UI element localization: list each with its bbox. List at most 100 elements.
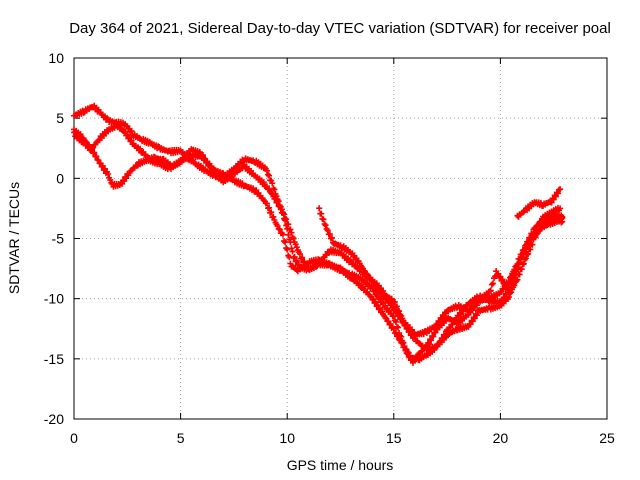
data-series <box>71 102 566 366</box>
data-point <box>303 262 310 269</box>
data-point <box>425 341 432 348</box>
data-point <box>376 305 383 312</box>
data-point <box>263 200 270 207</box>
data-point <box>128 128 135 135</box>
data-point <box>196 148 203 155</box>
data-point <box>260 179 267 186</box>
x-tick-label: 20 <box>493 430 509 446</box>
data-point <box>266 204 273 211</box>
y-axis-label: SDTVAR / TECUs <box>6 182 22 294</box>
data-point <box>393 303 400 310</box>
data-point <box>271 195 278 202</box>
x-tick-label: 0 <box>70 430 78 446</box>
data-point <box>428 337 435 344</box>
data-point <box>98 163 105 170</box>
data-point <box>514 265 521 272</box>
data-point <box>77 135 84 142</box>
data-point <box>518 254 525 261</box>
data-point <box>124 131 131 138</box>
data-point <box>516 271 523 278</box>
data-point <box>473 312 480 319</box>
data-point <box>272 194 279 201</box>
data-point <box>489 280 496 287</box>
x-tick-label: 25 <box>599 430 615 446</box>
data-point <box>270 213 277 220</box>
x-axis-label: GPS time / hours <box>287 457 394 473</box>
data-point <box>90 144 97 151</box>
data-point <box>322 222 329 229</box>
data-point <box>517 255 524 262</box>
data-point <box>402 347 409 354</box>
chart-title: Day 364 of 2021, Sidereal Day-to-day VTE… <box>69 20 611 37</box>
data-point <box>288 229 295 236</box>
data-point <box>396 308 403 315</box>
data-point <box>405 349 412 356</box>
data-point <box>101 165 108 172</box>
data-point <box>516 259 523 266</box>
data-point <box>293 244 300 251</box>
data-point <box>105 171 112 178</box>
data-point <box>271 186 278 193</box>
data-point <box>494 271 501 278</box>
data-point <box>285 221 292 228</box>
data-point <box>401 343 408 350</box>
data-point <box>292 258 299 265</box>
y-tick-label: -10 <box>44 291 64 307</box>
x-axis-ticks: 0 5 10 15 20 25 <box>70 58 615 446</box>
series-track-c <box>71 121 566 354</box>
data-point <box>508 289 515 296</box>
data-point <box>390 306 397 313</box>
data-point <box>468 317 475 324</box>
data-point <box>281 211 288 218</box>
data-point <box>506 290 513 297</box>
data-point <box>399 340 406 347</box>
data-point <box>93 153 100 160</box>
data-point <box>392 329 399 336</box>
data-point <box>228 173 235 180</box>
x-tick-label: 5 <box>177 430 185 446</box>
data-point <box>316 205 323 212</box>
data-point <box>324 227 331 234</box>
data-point <box>286 254 293 261</box>
data-point <box>392 318 399 325</box>
data-point <box>554 190 561 197</box>
x-tick-label: 15 <box>386 430 402 446</box>
data-point <box>374 302 381 309</box>
data-point <box>369 285 376 292</box>
data-point <box>300 259 307 266</box>
data-point <box>390 325 397 332</box>
y-axis-ticks: -20 -15 -10 -5 0 5 10 <box>44 50 607 427</box>
data-point <box>430 333 437 340</box>
data-point <box>288 245 295 252</box>
data-point <box>427 336 434 343</box>
data-point <box>102 130 109 137</box>
series-track-d <box>316 205 566 338</box>
y-tick-label: 10 <box>48 50 64 66</box>
data-point <box>550 196 557 203</box>
data-point <box>395 333 402 340</box>
data-point <box>292 241 299 248</box>
data-point <box>293 257 300 264</box>
data-point <box>559 215 566 222</box>
data-point <box>488 281 495 288</box>
data-point <box>266 172 273 179</box>
data-point <box>473 299 480 306</box>
data-point <box>499 276 506 283</box>
data-point <box>320 216 327 223</box>
data-point <box>312 264 319 271</box>
data-point <box>276 202 283 209</box>
data-point <box>285 231 292 238</box>
data-point <box>471 315 478 322</box>
y-tick-label: 0 <box>56 170 64 186</box>
data-point <box>404 351 411 358</box>
data-point <box>328 234 335 241</box>
y-tick-label: 5 <box>56 110 64 126</box>
data-point <box>509 275 516 282</box>
data-point <box>326 231 333 238</box>
data-point <box>318 210 325 217</box>
data-point <box>514 276 521 283</box>
data-point <box>400 344 407 351</box>
data-point <box>520 250 527 257</box>
data-point <box>128 137 135 144</box>
